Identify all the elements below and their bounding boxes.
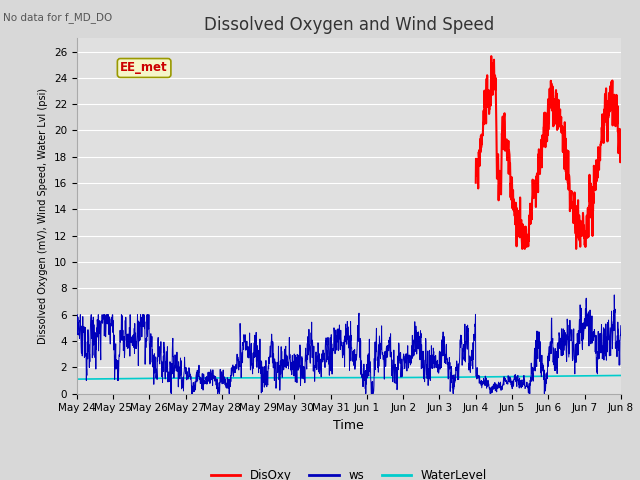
ws — [601, 326, 609, 332]
ws — [617, 323, 625, 328]
ws — [338, 343, 346, 348]
ws — [602, 343, 609, 348]
DisOxy — [617, 152, 625, 158]
DisOxy — [472, 180, 479, 186]
DisOxy — [542, 120, 550, 126]
X-axis label: Time: Time — [333, 419, 364, 432]
Y-axis label: Dissolved Oxygen (mV), Wind Speed, Water Lvl (psi): Dissolved Oxygen (mV), Wind Speed, Water… — [38, 88, 48, 344]
Line: ws: ws — [77, 295, 621, 394]
Title: Dissolved Oxygen and Wind Speed: Dissolved Oxygen and Wind Speed — [204, 16, 494, 34]
DisOxy — [600, 107, 608, 112]
WaterLevel — [601, 373, 609, 379]
Legend: DisOxy, ws, WaterLevel: DisOxy, ws, WaterLevel — [206, 465, 492, 480]
WaterLevel — [501, 374, 509, 380]
ws — [73, 312, 81, 318]
DisOxy — [488, 53, 495, 59]
WaterLevel — [337, 375, 345, 381]
Line: DisOxy: DisOxy — [476, 56, 621, 249]
Line: WaterLevel: WaterLevel — [77, 375, 621, 379]
ws — [502, 376, 509, 382]
DisOxy — [590, 165, 598, 170]
Text: EE_met: EE_met — [120, 61, 168, 74]
WaterLevel — [323, 375, 331, 381]
DisOxy — [528, 216, 536, 222]
WaterLevel — [100, 376, 108, 382]
WaterLevel — [73, 376, 81, 382]
DisOxy — [518, 246, 526, 252]
ws — [168, 391, 175, 396]
WaterLevel — [617, 372, 625, 378]
ws — [323, 357, 331, 362]
ws — [611, 292, 618, 298]
DisOxy — [515, 225, 523, 230]
ws — [100, 319, 108, 325]
WaterLevel — [601, 373, 609, 379]
DisOxy — [616, 159, 624, 165]
Text: No data for f_MD_DO: No data for f_MD_DO — [3, 12, 113, 23]
